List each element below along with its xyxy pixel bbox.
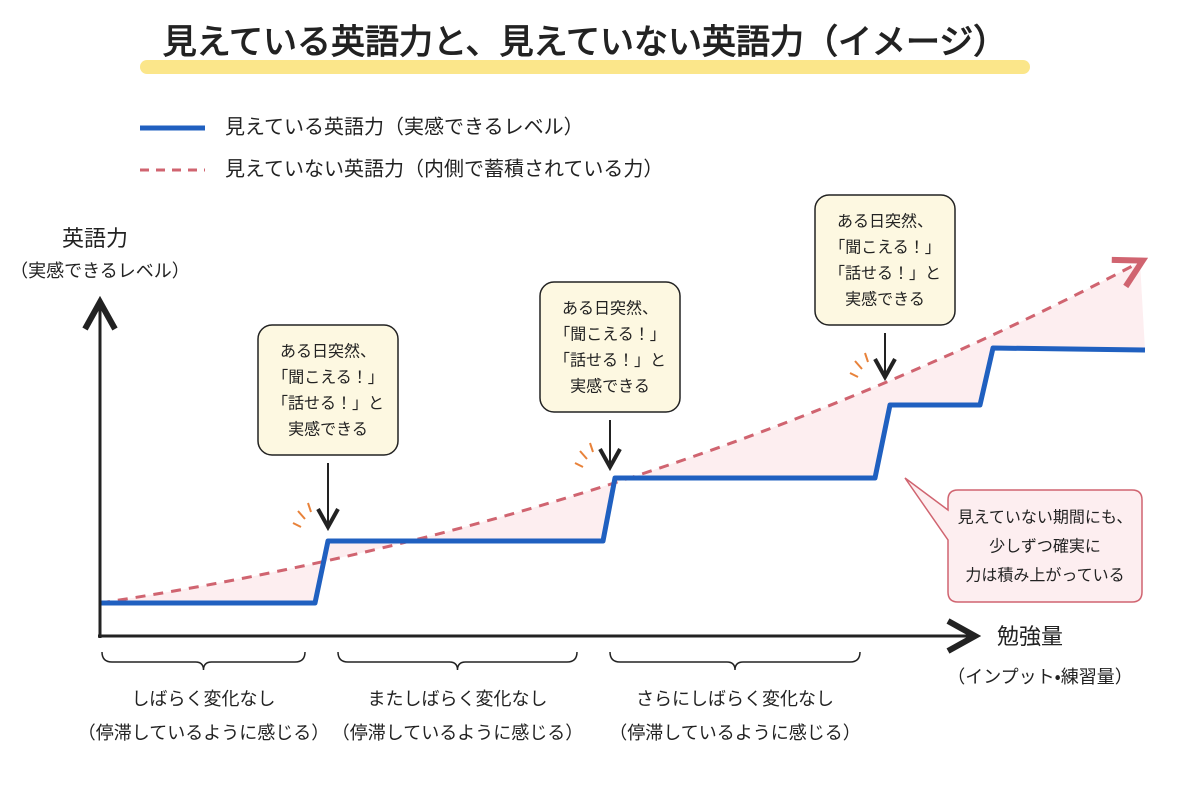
title-highlight [140,60,1030,74]
spark [574,442,594,468]
callout-text: ある日突然、 [280,342,376,361]
callout-text: 実感できる [288,420,368,439]
x-axis-label: 勉強量 [997,625,1063,650]
callout-text: 「話せる！」と [272,394,384,413]
callout-box [539,281,681,413]
title: 見えている英語力と、見えていない英語力（イメージ） [163,23,1008,63]
callout-text: 実感できる [845,290,925,309]
callout-box [257,324,399,456]
visible-skill-line [100,345,1146,606]
phases: しばらく変化なし （停滞しているように感じる） またしばらく変化なし （停滞しているよ… [78,651,861,744]
phase-label: またしばらく変化なし [368,689,548,710]
callout-text: 実感できる [570,377,650,396]
y-axis-sublabel: （実感できるレベル） [10,261,190,282]
y-axis-label: 英語力 [62,227,128,252]
legend-label: 見えていない英語力（内側で蓄積されている力） [225,157,663,181]
callout-text: 「話せる！」と [554,351,666,370]
note-text: 少しずつ確実に [989,537,1101,556]
phase-sublabel: （停滞しているように感じる） [78,723,329,744]
legend-label: 見えている英語力（実感できるレベル） [225,115,584,139]
callout-text: ある日突然、 [562,299,658,318]
phase-label: さらにしばらく変化なし [636,689,834,710]
phase-sublabel: （停滞しているように感じる） [332,723,583,744]
brace [337,651,578,671]
brace [101,651,306,671]
callout-text: 「聞こえる！」 [554,325,666,344]
callouts: ある日突然、「聞こえる！」「話せる！」と実感できるある日突然、「聞こえる！」「話… [257,194,956,528]
hidden-skill-line [99,262,1140,605]
callout-text: 「聞こえる！」 [829,238,941,257]
note-text: 見えていない期間にも、 [958,508,1133,527]
phase-sublabel: （停滞しているように感じる） [609,723,860,744]
x-axis-sublabel: （インプット・練習量） [947,667,1133,688]
callout-box [814,194,956,326]
note-text: 力は積み上がっている [965,566,1124,585]
callout-text: 「聞こえる！」 [272,368,384,387]
callout-text: 「話せる！」と [829,264,941,283]
brace [609,651,861,671]
spark [292,502,312,528]
phase-label: しばらく変化なし [132,689,276,710]
callout-text: ある日突然、 [837,212,933,231]
spark [849,352,869,378]
note-box [904,477,1143,603]
